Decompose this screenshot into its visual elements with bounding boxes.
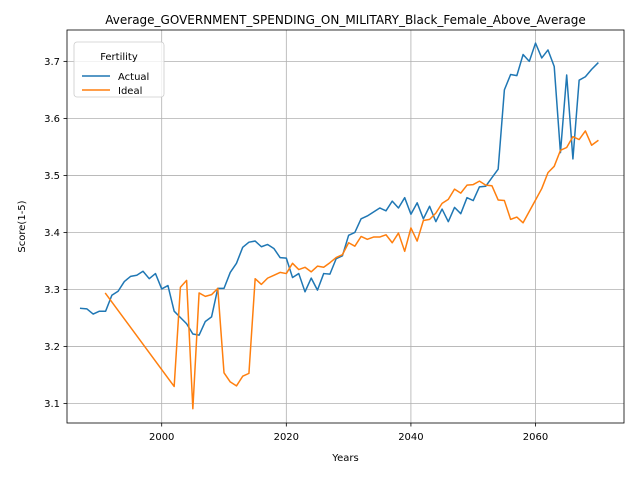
y-tick-label: 3.7 [44, 57, 60, 68]
y-axis-label: Score(1-5) [17, 200, 28, 252]
x-tick-label: 2060 [523, 432, 548, 443]
x-tick-label: 2040 [398, 432, 423, 443]
grid [67, 30, 624, 423]
x-axis-label: Years [331, 453, 358, 464]
y-tick-label: 3.3 [44, 285, 60, 296]
y-tick-label: 3.5 [44, 171, 60, 182]
x-tick-label: 2000 [149, 432, 174, 443]
y-tick-label: 3.2 [44, 342, 60, 353]
legend-label-ideal: Ideal [118, 86, 142, 97]
legend: Fertility Actual Ideal [73, 41, 165, 98]
legend-box [73, 41, 165, 98]
series-line-ideal [104, 130, 599, 410]
series-lines [79, 42, 599, 410]
plot-frame [66, 29, 625, 424]
chart-title: Average_GOVERNMENT_SPENDING_ON_MILITARY_… [105, 13, 585, 27]
y-tick-label: 3.4 [44, 228, 60, 239]
series-line-actual [79, 42, 599, 336]
y-tick-label: 3.6 [44, 114, 60, 125]
x-tick-label: 2020 [274, 432, 299, 443]
legend-title: Fertility [100, 52, 138, 63]
axis-ticks: 2000 2020 2040 2060 3.1 3.2 3.3 3.4 3.5 3.6 3.7 [44, 57, 548, 443]
legend-label-actual: Actual [118, 72, 149, 83]
y-tick-label: 3.1 [44, 399, 60, 410]
